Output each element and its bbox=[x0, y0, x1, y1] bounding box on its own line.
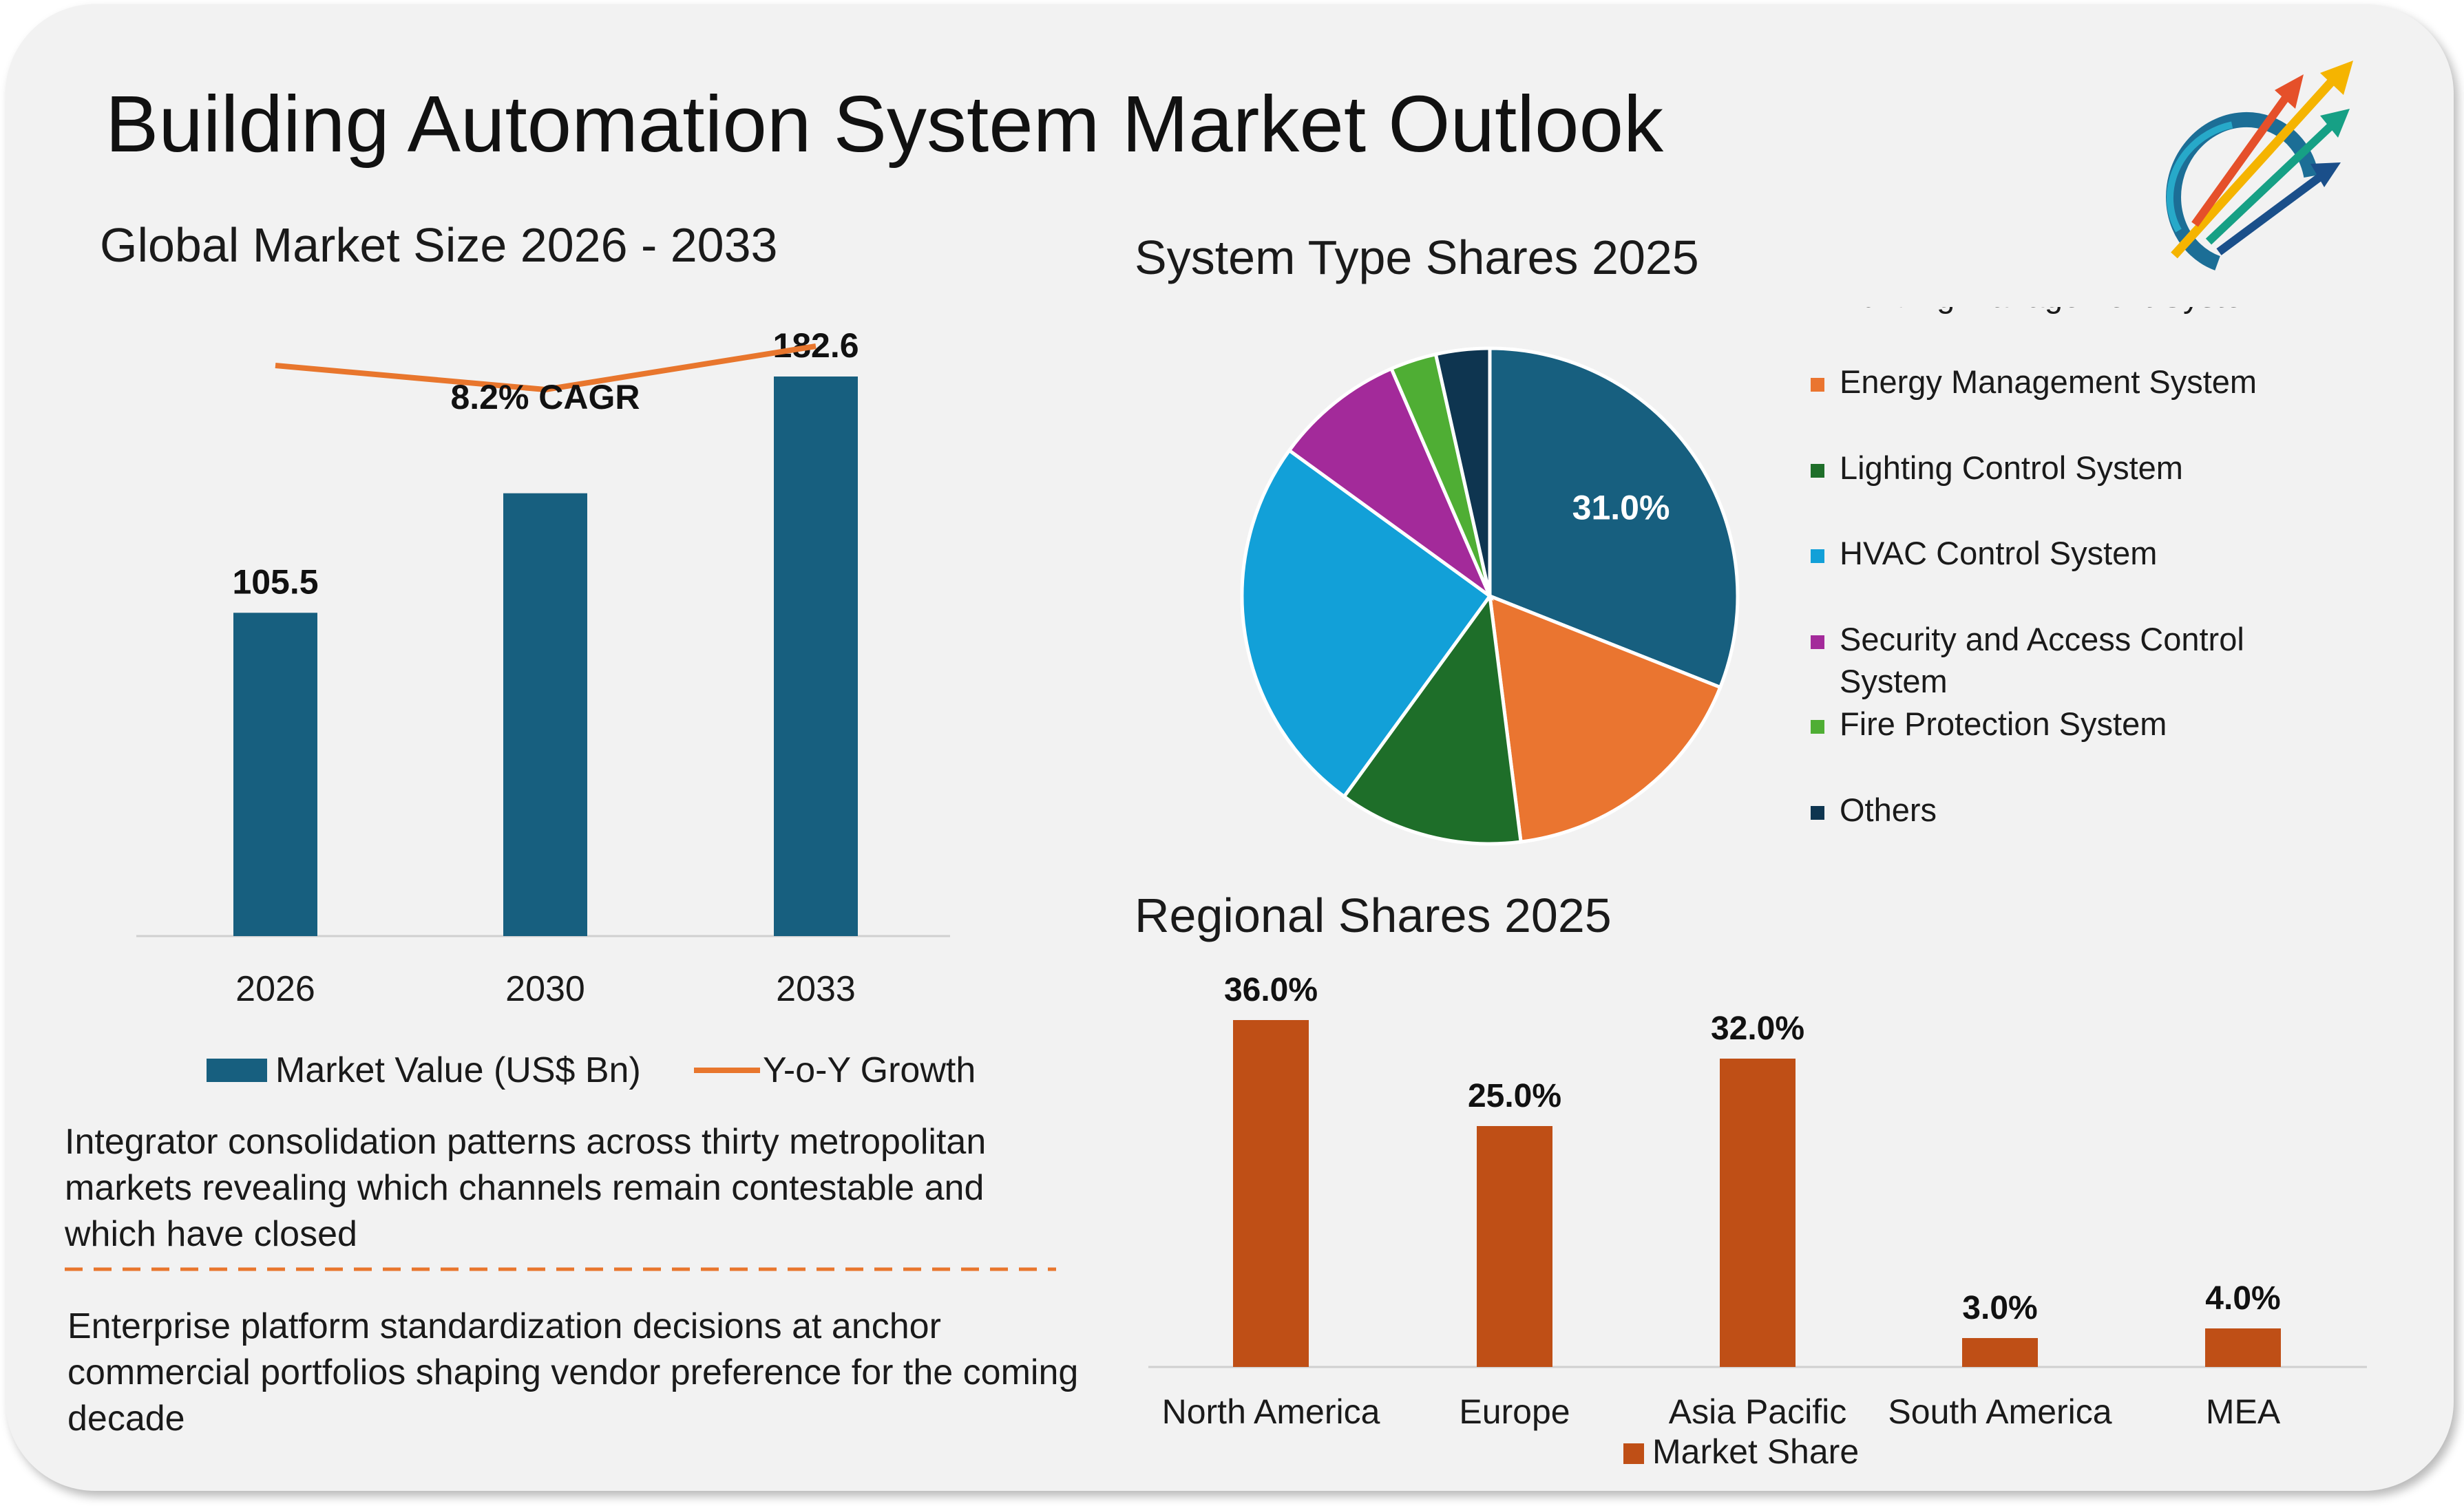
legend-swatch-security-and-access-control-system bbox=[1811, 635, 1824, 649]
pie-slice-others bbox=[1433, 346, 1492, 597]
legend-label-fire-protection-system: Fire Protection System bbox=[1840, 706, 2167, 742]
yoy-growth-line bbox=[275, 343, 817, 392]
bar-value-label-mea: 4.0% bbox=[2205, 1280, 2280, 1317]
x-tick-label-2030: 2030 bbox=[505, 969, 585, 1009]
pie-slice-security-and-access-control-system bbox=[1287, 366, 1494, 602]
bar-value-label-south-america: 3.0% bbox=[1962, 1290, 2037, 1326]
legend-label-others: Others bbox=[1840, 792, 1937, 828]
legend-swatch-others bbox=[1811, 806, 1824, 820]
x-tick-label-mea: MEA bbox=[2206, 1392, 2281, 1431]
bar-south-america bbox=[1962, 1338, 2038, 1367]
pie-slice-energy-management-system bbox=[1487, 593, 1723, 844]
page-title: Building Automation System Market Outloo… bbox=[105, 79, 1664, 169]
regional-shares-chart: 36.0% North America 25.0% Europe 32.0% Asia P… bbox=[1148, 972, 2367, 1471]
x-tick-label-south-america: South America bbox=[1888, 1392, 2112, 1431]
legend-swatch-lighting-control-system bbox=[1811, 464, 1824, 478]
bar-value-label-asia-pacific: 32.0% bbox=[1711, 1010, 1804, 1047]
legend-swatch-energy-management-system bbox=[1811, 378, 1824, 392]
bar-2026 bbox=[233, 613, 317, 936]
bar-asia-pacific bbox=[1720, 1059, 1796, 1367]
legend-swatch-hvac-control-system bbox=[1811, 549, 1824, 563]
legend-label-yoy: Y-o-Y Growth bbox=[763, 1050, 976, 1090]
global-market-chart: 105.5 2026 2030 182.6 2033 8.2% CAGR Market Va… bbox=[136, 326, 976, 1090]
bar-value-label-2033: 182.6 bbox=[772, 326, 859, 365]
pie-label-building-management-system: 31.0% bbox=[1572, 488, 1670, 527]
bar-north-america bbox=[1233, 1020, 1309, 1367]
legend-label-building-management-system: Building Management System bbox=[1840, 307, 2269, 314]
x-tick-label-2026: 2026 bbox=[235, 969, 315, 1009]
dashed-divider bbox=[65, 1267, 1056, 1271]
x-tick-label-north-america: North America bbox=[1162, 1392, 1380, 1431]
legend-swatch-market-share bbox=[1623, 1443, 1644, 1464]
arrows-growth-logo-icon bbox=[2166, 61, 2353, 273]
legend-label-market-value: Market Value (US$ Bn) bbox=[275, 1050, 641, 1090]
bar-mea bbox=[2205, 1328, 2281, 1367]
pie-slice-lighting-control-system bbox=[1341, 591, 1523, 846]
system-types-heading: System Type Shares 2025 bbox=[1135, 231, 1699, 284]
system-type-pie-chart: 31.0% Building Management System Energy Ma… bbox=[1240, 307, 2269, 846]
x-tick-label-europe: Europe bbox=[1459, 1392, 1570, 1431]
legend-label-hvac-control-system: HVAC Control System bbox=[1840, 535, 2157, 571]
pie-slice-building-management-system bbox=[1488, 346, 1740, 690]
legend-label-energy-management-system: Energy Management System bbox=[1840, 363, 2257, 400]
legend-label-market-share: Market Share bbox=[1652, 1432, 1859, 1471]
bar-2033 bbox=[774, 376, 858, 936]
bar-2030 bbox=[503, 493, 587, 936]
note-integrator: Integrator consolidation patterns across… bbox=[65, 1122, 987, 1254]
pie-slice-hvac-control-system bbox=[1240, 447, 1493, 799]
global-market-heading: Global Market Size 2026 - 2033 bbox=[100, 218, 778, 272]
legend-swatch-market-value bbox=[207, 1059, 267, 1082]
x-tick-label-asia-pacific: Asia Pacific bbox=[1669, 1392, 1846, 1431]
bar-value-label-europe: 25.0% bbox=[1468, 1078, 1561, 1114]
legend-label-lighting-control-system: Lighting Control System bbox=[1840, 449, 2183, 486]
legend-swatch-fire-protection-system bbox=[1811, 720, 1824, 734]
bar-value-label-2026: 105.5 bbox=[232, 562, 318, 601]
cagr-annotation: 8.2% CAGR bbox=[450, 378, 640, 416]
bar-value-label-north-america: 36.0% bbox=[1224, 972, 1318, 1008]
note-enterprise: Enterprise platform standardization deci… bbox=[67, 1306, 1079, 1439]
x-tick-label-2033: 2033 bbox=[776, 969, 856, 1009]
bar-europe bbox=[1477, 1126, 1552, 1367]
legend-label-security-and-access-control-system: Security and Access Control System bbox=[1840, 621, 2244, 699]
infographic-card: Building Automation System Market Outloo… bbox=[6, 4, 2454, 1491]
regional-heading: Regional Shares 2025 bbox=[1135, 889, 1612, 942]
